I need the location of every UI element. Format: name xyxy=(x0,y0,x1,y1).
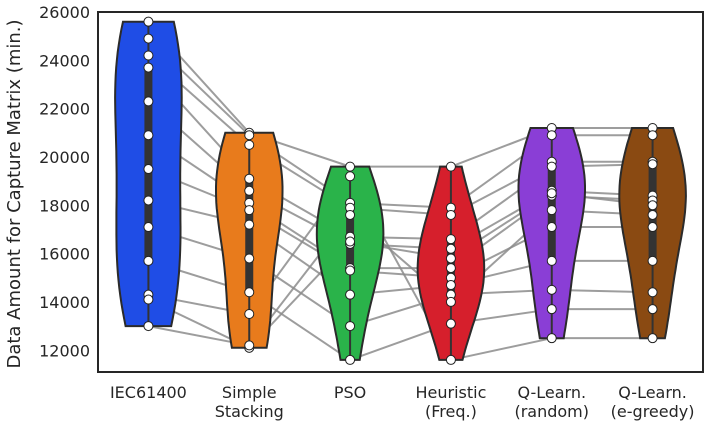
point-3-4 xyxy=(546,161,557,172)
point-7-3 xyxy=(445,280,456,291)
point-3-3 xyxy=(445,234,456,245)
x-tick-label: Simple Stacking xyxy=(215,383,284,421)
point-0-0 xyxy=(143,16,154,27)
point-10-1 xyxy=(244,309,255,320)
point-12-5 xyxy=(647,209,658,220)
point-4-3 xyxy=(445,243,456,254)
y-tick-label: 12000 xyxy=(39,341,90,360)
point-10-4 xyxy=(546,333,557,344)
iqr-box-1 xyxy=(245,178,254,293)
point-1-5 xyxy=(647,130,658,141)
point-4-1 xyxy=(244,185,255,196)
point-2-0 xyxy=(143,50,154,61)
point-11-3 xyxy=(445,253,456,264)
x-tick-label: PSO xyxy=(334,383,366,402)
point-7-5 xyxy=(647,255,658,266)
plot-frame xyxy=(97,11,704,373)
point-1-1 xyxy=(244,130,255,141)
point-1-4 xyxy=(546,130,557,141)
point-3-5 xyxy=(647,159,658,170)
point-8-5 xyxy=(647,287,658,298)
point-10-3 xyxy=(445,354,456,365)
point-9-1 xyxy=(244,287,255,298)
y-axis-label: Data Amount for Capture Matrix (min.) xyxy=(4,19,25,368)
point-11-2 xyxy=(345,236,356,247)
point-12-3 xyxy=(445,296,456,307)
y-tick-label: 22000 xyxy=(39,100,90,119)
point-10-2 xyxy=(345,171,356,182)
point-10-5 xyxy=(647,333,658,344)
point-9-5 xyxy=(647,304,658,315)
y-tick-label: 24000 xyxy=(39,51,90,70)
point-9-4 xyxy=(546,304,557,315)
data-points xyxy=(143,16,658,365)
y-tick-label: 16000 xyxy=(39,245,90,264)
point-9-2 xyxy=(345,354,356,365)
point-11-4 xyxy=(546,188,557,199)
point-12-0 xyxy=(143,321,154,332)
point-9-0 xyxy=(143,255,154,266)
x-tick-label: Q-Learn. (e-greedy) xyxy=(611,383,695,421)
point-12-4 xyxy=(546,205,557,216)
point-3-1 xyxy=(244,173,255,184)
x-tick-label: IEC61400 xyxy=(110,383,187,402)
point-6-4 xyxy=(546,222,557,233)
point-2-3 xyxy=(445,209,456,220)
point-0-2 xyxy=(345,161,356,172)
point-6-2 xyxy=(345,265,356,276)
y-tick-label: 20000 xyxy=(39,148,90,167)
x-tick-label: Heuristic (Freq.) xyxy=(415,383,486,421)
point-8-0 xyxy=(143,222,154,233)
point-11-0 xyxy=(143,294,154,305)
axes: 12000 14000 16000 18000 20000 22000 24000 26000… xyxy=(39,3,704,421)
point-7-2 xyxy=(345,289,356,300)
point-11-5 xyxy=(647,200,658,211)
y-tick-label: 14000 xyxy=(39,293,90,312)
point-12-1 xyxy=(244,340,255,351)
point-7-4 xyxy=(546,255,557,266)
point-7-1 xyxy=(244,219,255,230)
point-6-0 xyxy=(143,164,154,175)
point-8-1 xyxy=(244,253,255,264)
point-6-1 xyxy=(244,205,255,216)
y-tick-label: 18000 xyxy=(39,196,90,215)
point-0-3 xyxy=(445,161,456,172)
point-3-0 xyxy=(143,62,154,73)
point-1-0 xyxy=(143,33,154,44)
point-5-3 xyxy=(445,263,456,274)
point-4-0 xyxy=(143,96,154,107)
x-tick-label: Q-Learn. (random) xyxy=(514,383,589,421)
connector-10-3 xyxy=(450,337,552,361)
point-7-0 xyxy=(143,195,154,206)
point-5-0 xyxy=(143,130,154,141)
point-9-3 xyxy=(445,318,456,329)
y-tick-label: 26000 xyxy=(39,3,90,22)
point-8-2 xyxy=(345,321,356,332)
point-2-1 xyxy=(244,139,255,150)
point-8-4 xyxy=(546,284,557,295)
point-12-2 xyxy=(345,209,356,220)
point-6-5 xyxy=(647,222,658,233)
